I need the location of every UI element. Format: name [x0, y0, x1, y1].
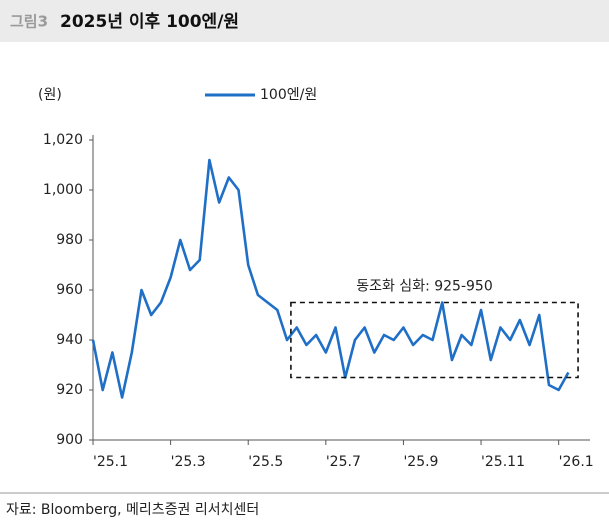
annotation-box	[290, 301, 579, 379]
y-tick-label: 1,020	[43, 132, 83, 148]
series-line	[91, 158, 570, 399]
y-tick-label: 960	[56, 282, 83, 298]
x-tick-label: '25.11	[481, 454, 525, 470]
y-unit: (원)	[38, 87, 62, 103]
legend-label: 100엔/원	[260, 87, 317, 103]
source: 자료: Bloomberg, 메리츠증권 리서치센터	[6, 502, 259, 518]
y-tick-label: 940	[56, 332, 83, 348]
y-tick-label: 900	[56, 432, 83, 448]
figure-label: 그림3	[10, 13, 48, 31]
x-tick-label: '25.9	[403, 454, 438, 470]
y-tick-label: 1,000	[43, 182, 83, 198]
x-tick-label: '25.3	[171, 454, 206, 470]
y-tick-label: 980	[56, 232, 83, 248]
x-tick-label: '25.5	[248, 454, 283, 470]
x-tick-label: '26.1	[559, 454, 594, 470]
x-tick-label: '25.7	[326, 454, 361, 470]
chart-title: 2025년 이후 100엔/원	[60, 11, 239, 32]
annotation-label: 동조화 심화: 925-950	[356, 279, 493, 295]
y-tick-label: 920	[56, 382, 83, 398]
header-bar	[0, 0, 609, 42]
x-tick-label: '25.1	[93, 454, 128, 470]
